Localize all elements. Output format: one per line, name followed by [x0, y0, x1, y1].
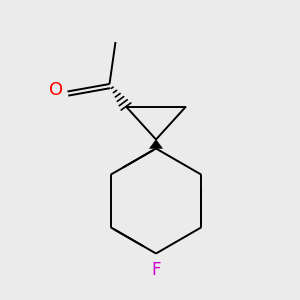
Polygon shape [149, 140, 163, 148]
Text: O: O [49, 81, 63, 99]
Text: F: F [151, 261, 161, 279]
